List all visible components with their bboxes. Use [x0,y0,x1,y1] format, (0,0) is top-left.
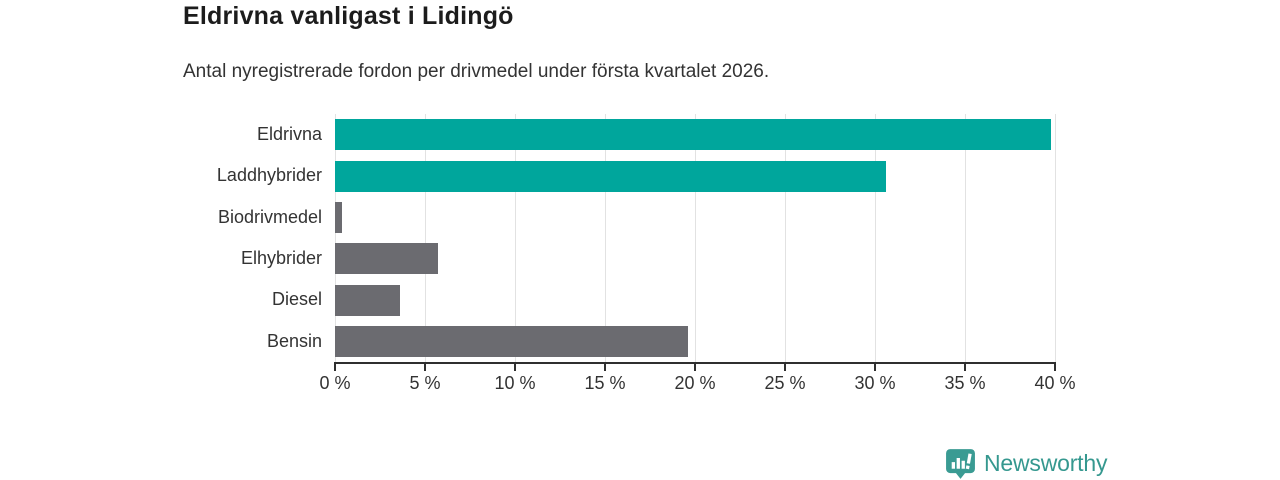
x-tick-mark [784,364,786,371]
gridline [965,114,966,362]
x-tick-label: 10 % [494,373,536,393]
gridline [605,114,606,362]
newsworthy-badge-barchart-icon [946,449,975,479]
x-axis-labels: 0 % 5 % 10 % 15 % 20 % 25 % 30 % 35 % 40 % [319,373,1075,397]
gridline [875,114,876,362]
bar-eldrivna [335,119,1052,151]
x-tick-label: 30 % [854,373,896,393]
newsworthy-logo-text: Newsworthy [984,450,1108,476]
x-tick-label: 40 % [1034,373,1076,393]
x-tick-label: 25 % [764,373,806,393]
gridline [785,114,786,362]
x-tick-label: 20 % [674,373,716,393]
category-axis: Eldrivna Laddhybrider Biodrivmedel Elhybrid… [0,114,322,362]
x-tick-mark [1054,364,1056,371]
category-label-biodrivmedel: Biodrivmedel [217,206,322,227]
gridline [425,114,426,362]
x-tick-label: 0 % [319,373,351,393]
category-label-elhybrider: Elhybrider [240,248,322,268]
x-tick-mark [514,364,516,371]
newsworthy-logo: Newsworthy [944,447,1107,480]
x-axis-line [334,362,1056,364]
x-axis-ticks [334,364,1056,371]
x-tick-label: 35 % [944,373,986,393]
x-tick-mark [694,364,696,371]
x-tick-mark [874,364,876,371]
chart-subtitle: Antal nyregistrerade fordon per drivmede… [183,61,770,82]
x-tick-mark [964,364,966,371]
category-label-diesel: Diesel [271,289,322,310]
chart-title: Eldrivna vanligast i Lidingö [183,2,514,30]
gridline [695,114,696,362]
x-tick-label: 15 % [584,373,626,393]
x-tick-label: 5 % [409,373,441,393]
category-label-eldrivna: Eldrivna [256,124,322,144]
x-tick-mark [604,364,606,371]
bar-laddhybrider [335,160,886,192]
gridline [1055,114,1056,362]
category-label-bensin: Bensin [266,330,322,351]
x-tick-mark [424,364,426,371]
category-label-laddhybrider: Laddhybrider [216,165,322,186]
gridline [515,114,516,362]
bar-bensin [335,325,688,357]
bar-biodrivmedel [335,201,343,233]
bar-elhybrider [335,243,438,275]
bar-chart-plot-area [335,114,1056,362]
gridline [335,114,336,362]
x-tick-mark [334,364,336,371]
bar-diesel [335,284,400,316]
